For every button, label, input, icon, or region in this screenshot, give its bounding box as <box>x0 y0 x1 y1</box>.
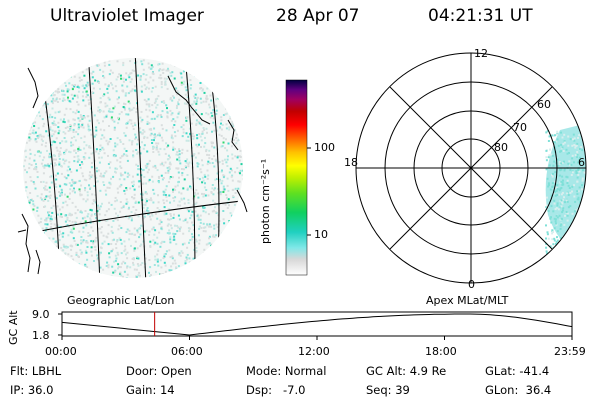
coastlines <box>17 67 248 275</box>
time-tick-3: 18:00 <box>425 345 457 358</box>
glon-status: GLon: 36.4 <box>485 383 552 397</box>
gc-alt-axis-label: GC Alt <box>7 310 20 345</box>
polar-plot <box>355 52 587 284</box>
date-label: 28 Apr 07 <box>276 6 360 26</box>
door-status: Door: Open <box>126 364 192 378</box>
mlt-label-0: 0 <box>468 278 475 291</box>
lat-label-80: 80 <box>494 141 508 154</box>
apex-title: Apex MLat/MLT <box>426 294 509 307</box>
mode-status: Mode: Normal <box>246 364 327 378</box>
colorbar-unit-label: photon cm⁻²s⁻¹ <box>259 158 272 244</box>
time-tick-1: 06:00 <box>171 345 203 358</box>
colorbar-tick-100: 100 <box>314 141 335 154</box>
time-tick-2: 12:00 <box>298 345 330 358</box>
time-tick-4: 23:59 <box>554 345 586 358</box>
earth-image <box>17 58 248 278</box>
glat-status: GLat: -41.4 <box>485 364 550 378</box>
geographic-title: Geographic Lat/Lon <box>67 294 175 307</box>
time-label: 04:21:31 UT <box>428 6 533 26</box>
mlt-label-18: 18 <box>344 156 358 169</box>
lat-label-60: 60 <box>537 98 551 111</box>
dsp-status: Dsp: -7.0 <box>246 383 306 397</box>
seq-status: Seq: 39 <box>366 383 410 397</box>
lat-label-70: 70 <box>513 121 527 134</box>
gc-alt-status: GC Alt: 4.9 Re <box>366 364 447 378</box>
altitude-curve <box>61 313 573 336</box>
time-tick-0: 00:00 <box>45 345 77 358</box>
altitude-plot <box>58 311 573 340</box>
colorbar <box>285 79 311 276</box>
alt-tick-9: 9.0 <box>32 308 50 321</box>
colorbar-tick-10: 10 <box>314 228 328 241</box>
alt-tick-1-8: 1.8 <box>32 329 50 342</box>
instrument-title: Ultraviolet Imager <box>50 6 204 26</box>
filter-status: Flt: LBHL <box>10 364 62 378</box>
mlt-label-6: 6 <box>578 156 585 169</box>
ip-status: IP: 36.0 <box>10 383 54 397</box>
gain-status: Gain: 14 <box>126 383 175 397</box>
mlt-label-12: 12 <box>474 47 488 60</box>
